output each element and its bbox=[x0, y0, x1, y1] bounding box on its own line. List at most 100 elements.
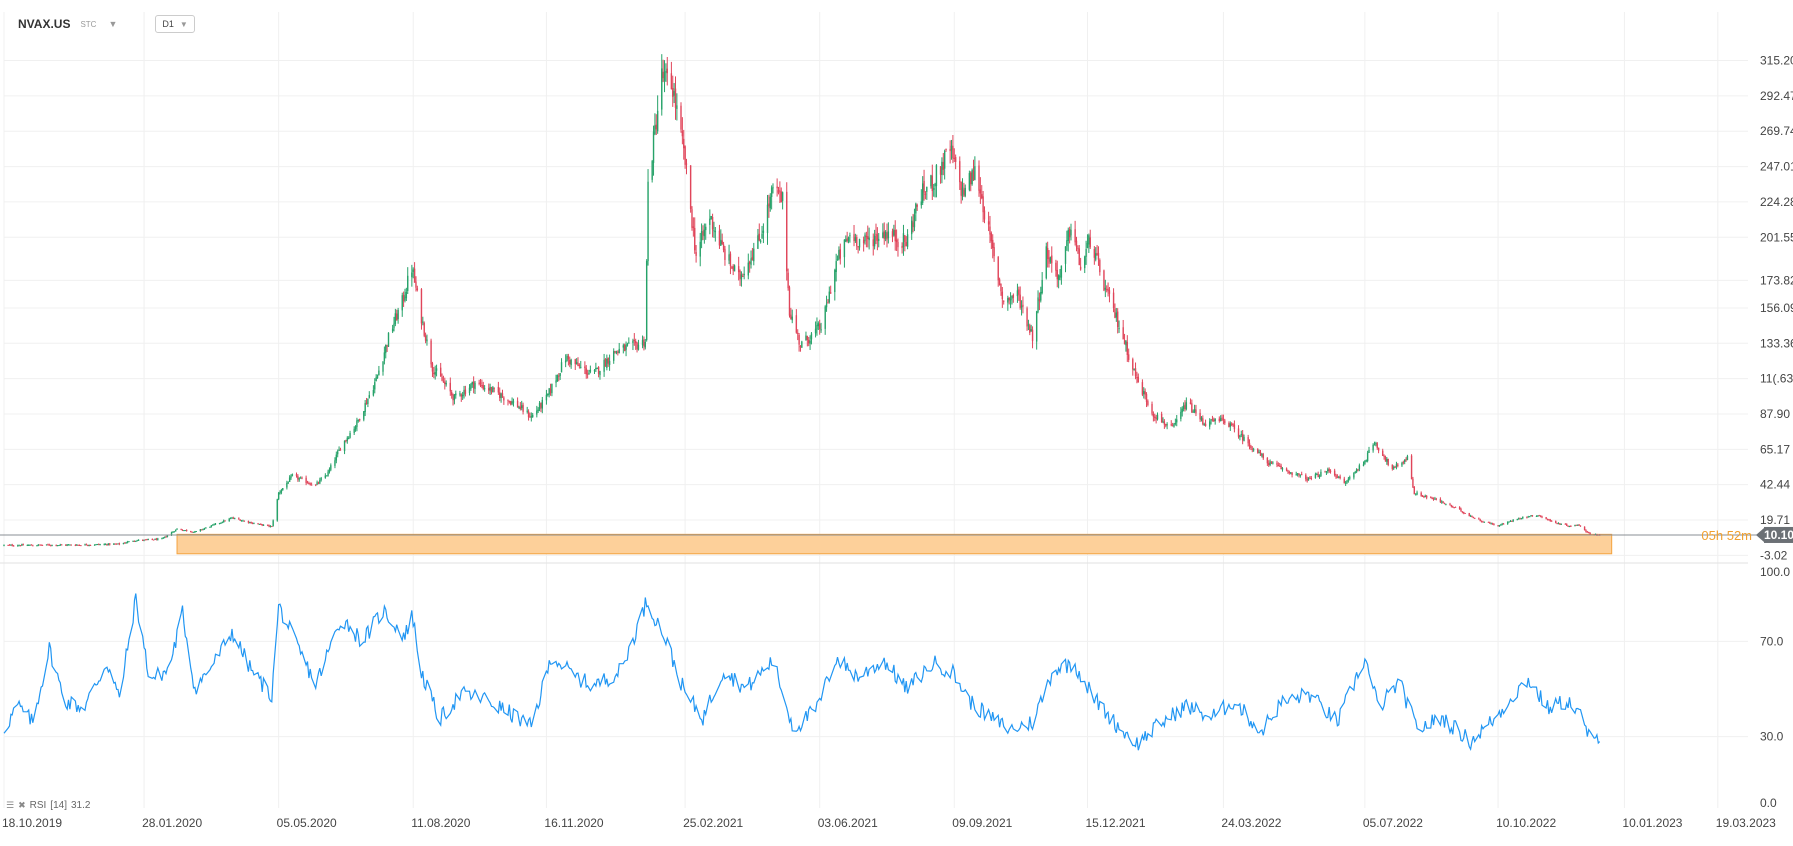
candle bbox=[201, 529, 203, 531]
candle bbox=[1403, 459, 1406, 465]
chevron-down-icon: ▼ bbox=[179, 19, 188, 29]
candle bbox=[681, 117, 684, 145]
candle bbox=[718, 224, 721, 249]
candle bbox=[1085, 240, 1087, 265]
candle bbox=[174, 529, 177, 532]
price-tick-label: 87.90 bbox=[1760, 407, 1790, 421]
candle bbox=[596, 367, 598, 370]
candle bbox=[39, 544, 41, 546]
candle bbox=[163, 536, 166, 539]
candle bbox=[1141, 379, 1144, 397]
candle bbox=[1487, 521, 1490, 523]
candle bbox=[435, 364, 438, 377]
candle bbox=[1154, 413, 1156, 422]
candle bbox=[683, 129, 685, 160]
candle bbox=[912, 213, 914, 233]
candle bbox=[238, 517, 240, 520]
candle bbox=[1394, 465, 1396, 469]
price-tick-label: 269.74 bbox=[1760, 124, 1793, 138]
candle bbox=[41, 544, 44, 546]
candle bbox=[1574, 524, 1576, 527]
candle bbox=[926, 186, 928, 200]
candle bbox=[290, 474, 292, 480]
candle bbox=[96, 543, 99, 546]
candle bbox=[1162, 417, 1164, 424]
candle bbox=[963, 182, 965, 198]
candle bbox=[1261, 453, 1263, 458]
candle bbox=[1472, 516, 1475, 519]
time-tick-label: 05.05.2020 bbox=[277, 816, 337, 830]
candle bbox=[551, 383, 553, 397]
candle bbox=[1329, 469, 1332, 474]
candle bbox=[949, 140, 951, 164]
candle bbox=[1583, 526, 1586, 531]
candle bbox=[873, 229, 876, 250]
candle bbox=[1425, 494, 1428, 500]
candle bbox=[1453, 506, 1455, 509]
candle bbox=[306, 480, 309, 484]
candle bbox=[1259, 449, 1262, 456]
symbol-dropdown-icon[interactable]: ▼ bbox=[108, 19, 118, 29]
candle bbox=[1193, 404, 1196, 414]
candle bbox=[1185, 397, 1188, 411]
rsi-tick-label: 30.0 bbox=[1760, 730, 1784, 744]
candle bbox=[268, 524, 270, 528]
candle bbox=[1051, 246, 1053, 273]
candle bbox=[997, 255, 999, 287]
candle bbox=[519, 402, 522, 411]
candle bbox=[1040, 286, 1042, 303]
candle bbox=[228, 517, 230, 522]
candle bbox=[346, 436, 349, 444]
candle bbox=[838, 246, 840, 261]
candle bbox=[1237, 425, 1240, 439]
candle bbox=[921, 176, 924, 206]
support-zone[interactable] bbox=[176, 533, 1613, 555]
candle bbox=[1298, 473, 1300, 478]
candle bbox=[1512, 519, 1514, 523]
candle bbox=[1519, 517, 1521, 520]
candle bbox=[47, 543, 49, 546]
candle bbox=[1009, 292, 1012, 309]
candle bbox=[941, 157, 943, 184]
candle bbox=[1449, 502, 1451, 506]
candle bbox=[1189, 398, 1192, 405]
candle bbox=[503, 396, 505, 405]
candle bbox=[599, 370, 601, 380]
candle bbox=[1291, 471, 1293, 478]
candle bbox=[993, 242, 995, 262]
candle bbox=[1219, 415, 1222, 422]
timeframe-selector[interactable]: D1 ▼ bbox=[155, 15, 195, 33]
candle bbox=[1221, 414, 1223, 422]
candle bbox=[588, 369, 590, 375]
symbol-name[interactable]: NVAX.US bbox=[18, 17, 71, 31]
candle bbox=[663, 60, 666, 93]
candle bbox=[548, 387, 550, 398]
candle bbox=[1413, 485, 1416, 495]
candle bbox=[905, 236, 907, 247]
candle bbox=[1176, 415, 1178, 427]
indicator-close-icon[interactable]: ✖ bbox=[18, 800, 26, 810]
candle bbox=[1301, 471, 1303, 476]
candle bbox=[173, 531, 175, 533]
candle bbox=[67, 544, 70, 546]
candle bbox=[500, 392, 502, 403]
candle bbox=[1306, 476, 1308, 483]
candle bbox=[221, 521, 224, 524]
candle bbox=[622, 343, 625, 354]
candle bbox=[472, 376, 475, 394]
time-tick-label: 25.02.2021 bbox=[683, 816, 743, 830]
candle bbox=[339, 447, 342, 451]
candle bbox=[876, 227, 879, 251]
candle bbox=[266, 524, 269, 527]
indicator-settings-icon[interactable]: ☰ bbox=[6, 800, 15, 810]
candle bbox=[1243, 434, 1245, 442]
candle bbox=[357, 419, 359, 423]
candle bbox=[402, 291, 405, 307]
candle bbox=[720, 229, 722, 246]
candle bbox=[920, 189, 923, 209]
candle bbox=[692, 217, 695, 237]
rsi-period: [14] bbox=[50, 800, 67, 811]
candle bbox=[1482, 520, 1484, 523]
